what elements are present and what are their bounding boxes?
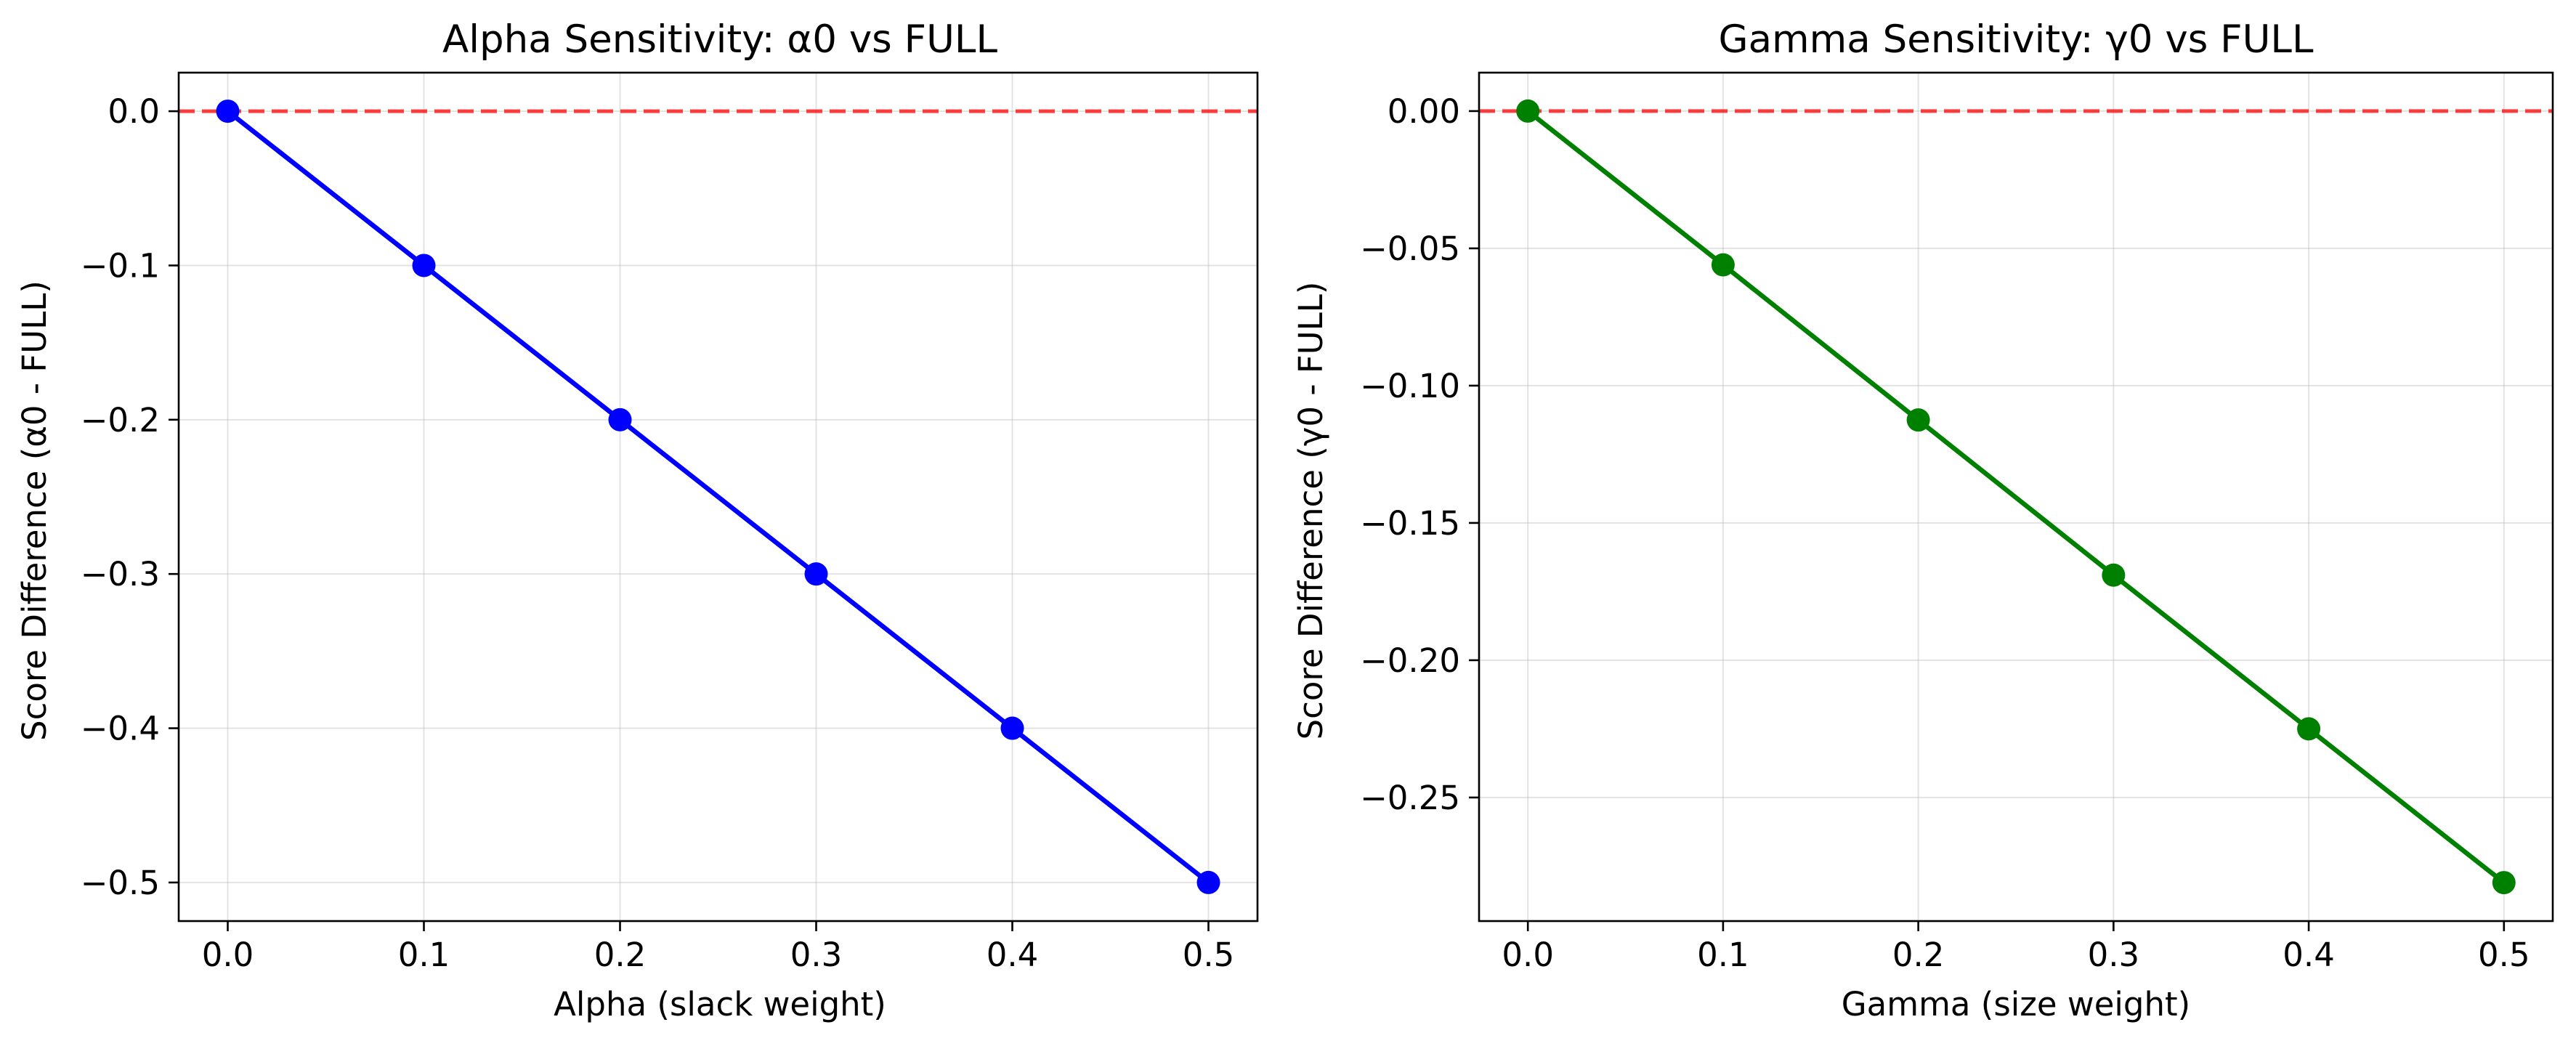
x-tick-label: 0.2 bbox=[1892, 936, 1945, 974]
series-line bbox=[226, 109, 1210, 885]
x-tick-label: 0.5 bbox=[2478, 936, 2530, 974]
series-line bbox=[1526, 109, 2506, 885]
y-tick-label: −0.5 bbox=[81, 864, 160, 902]
x-tick-label: 0.0 bbox=[202, 936, 254, 974]
y-tick-label: −0.05 bbox=[1360, 230, 1460, 268]
x-tick-label: 0.2 bbox=[594, 936, 647, 974]
x-axis-label: Alpha (slack weight) bbox=[554, 985, 886, 1023]
plot-frame bbox=[1478, 71, 2554, 923]
data-point bbox=[1196, 870, 1220, 894]
y-tick-label: −0.20 bbox=[1360, 641, 1460, 680]
x-tick-label: 0.3 bbox=[2088, 936, 2140, 974]
y-tick-label: −0.25 bbox=[1360, 779, 1460, 817]
x-tick-label: 0.1 bbox=[398, 936, 450, 974]
y-tick-label: 0.00 bbox=[1388, 92, 1460, 131]
x-tick-label: 0.4 bbox=[987, 936, 1039, 974]
x-tick-label: 0.4 bbox=[2283, 936, 2335, 974]
alpha-sensitivity-chart: Alpha Sensitivity: α0 vs FULL Alpha (sla… bbox=[15, 17, 1259, 1023]
data-point bbox=[1906, 408, 1930, 432]
x-tick-label: 0.0 bbox=[1502, 936, 1554, 974]
y-tick-label: −0.3 bbox=[81, 555, 160, 593]
y-tick-label: −0.2 bbox=[81, 401, 160, 439]
data-point bbox=[1711, 253, 1735, 277]
data-point bbox=[804, 562, 828, 586]
data-point bbox=[2297, 717, 2321, 741]
y-tick-label: 0.0 bbox=[108, 92, 160, 131]
data-point bbox=[1516, 99, 1540, 123]
y-axis-label: Score Difference (α0 - FULL) bbox=[15, 280, 54, 741]
x-axis-label: Gamma (size weight) bbox=[1842, 985, 2190, 1023]
y-tick-label: −0.10 bbox=[1360, 367, 1460, 405]
x-tick-label: 0.3 bbox=[790, 936, 843, 974]
y-tick-label: −0.15 bbox=[1360, 504, 1460, 543]
y-tick-label: −0.1 bbox=[81, 246, 160, 285]
data-point bbox=[608, 408, 632, 431]
gamma-sensitivity-chart: Gamma Sensitivity: γ0 vs FULL Gamma (siz… bbox=[1292, 17, 2554, 1023]
data-point bbox=[2492, 871, 2516, 895]
x-tick-label: 0.1 bbox=[1697, 936, 1749, 974]
chart-title: Alpha Sensitivity: α0 vs FULL bbox=[442, 17, 997, 62]
data-point bbox=[1000, 716, 1024, 740]
plot-frame bbox=[177, 71, 1259, 923]
data-point bbox=[2102, 563, 2126, 587]
chart-title: Gamma Sensitivity: γ0 vs FULL bbox=[1719, 17, 2314, 62]
y-tick-label: −0.4 bbox=[81, 710, 160, 748]
x-tick-label: 0.5 bbox=[1183, 936, 1235, 974]
data-point bbox=[412, 254, 436, 277]
y-axis-label: Score Difference (γ0 - FULL) bbox=[1292, 282, 1330, 740]
data-point bbox=[216, 100, 240, 123]
